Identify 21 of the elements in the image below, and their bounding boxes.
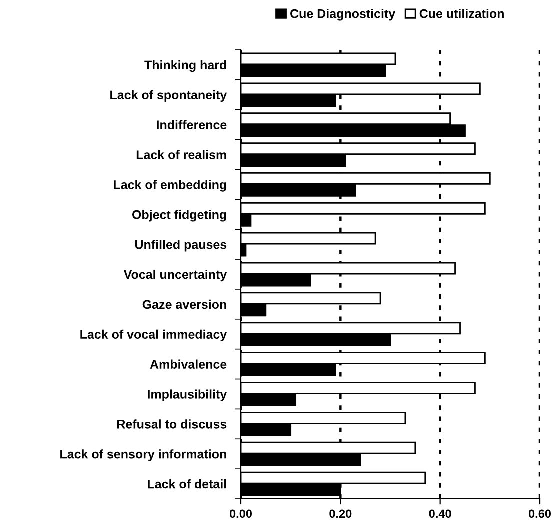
y-tick-label: Refusal to discuss [118, 420, 227, 429]
y-tick-label: Object fidgeting [132, 210, 226, 222]
y-tick-label: Lack of realism [136, 150, 226, 160]
legend-label: Cue Diagnosticity [290, 9, 396, 21]
y-tick-label: Indifference [157, 120, 227, 130]
y-tick-label: Unfilled pauses [135, 240, 227, 252]
y-tick-label: Implausibility [148, 390, 228, 402]
legend-label: Cue utilization [420, 9, 504, 18]
y-tick-label: Lack of detail [148, 480, 226, 489]
y-tick-label: Lack of sensory information [60, 450, 226, 462]
x-tick-label: 0.00 [230, 510, 252, 518]
y-tick-label: Lack of embedding [114, 180, 226, 192]
y-tick-label: Vocal uncertainty [124, 270, 228, 282]
x-tick-label: 0.20 [330, 510, 352, 518]
y-tick-label: Lack of spontaneity [110, 90, 228, 102]
x-tick-label: 0.40 [429, 510, 452, 518]
y-tick-label: Thinking hard [144, 60, 226, 72]
y-tick-label: Gaze aversion [142, 300, 226, 310]
x-tick-label: 0.60 [528, 510, 552, 518]
y-tick-label: Lack of vocal immediacy [80, 330, 228, 342]
y-tick-label: Ambivalence [150, 360, 227, 369]
